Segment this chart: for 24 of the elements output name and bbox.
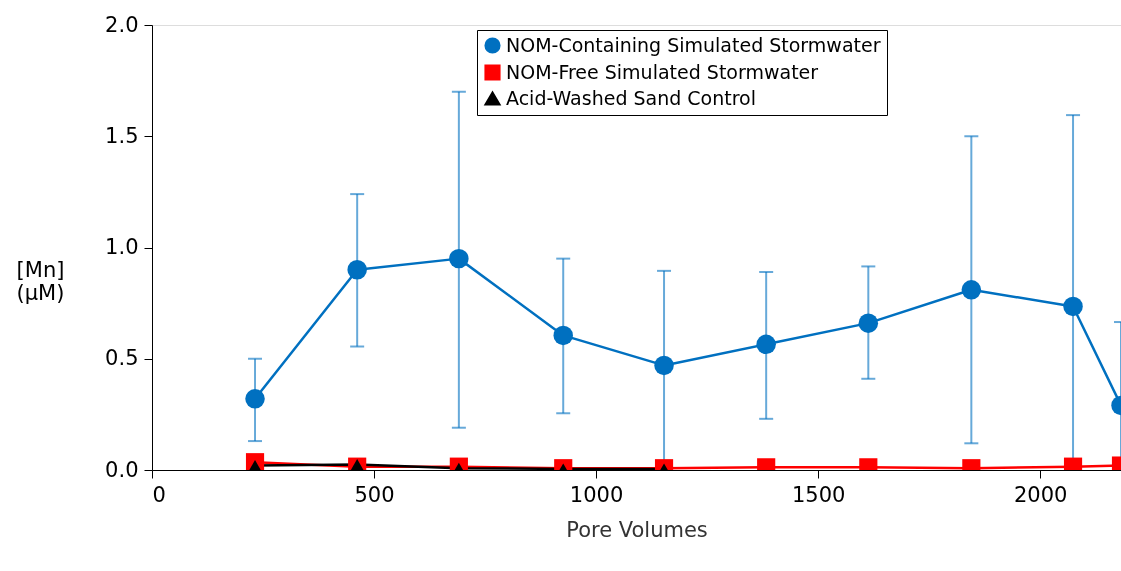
point (756, 334, 776, 355)
y-tick-label: 2.0 (105, 12, 139, 37)
point (449, 248, 469, 269)
y-tick-label: 1.0 (105, 235, 139, 259)
point (1063, 296, 1083, 317)
point (654, 355, 674, 376)
point (347, 260, 367, 280)
x-tick-label: 0 (152, 482, 166, 507)
legend-label: NOM-Containing Simulated Stormwater (506, 33, 881, 56)
y-tick-label: 1.5 (105, 123, 139, 148)
point (553, 325, 573, 346)
point (961, 280, 982, 300)
y-axis-title: [Mn] (µM) (16, 257, 65, 305)
x-tick-label: 1500 (791, 482, 846, 507)
legend-label: Acid-Washed Sand Control (506, 86, 757, 109)
x-axis-title: Pore Volumes (566, 517, 708, 542)
x-tick-label: 2000 (1013, 482, 1068, 507)
y-tick-label: 0.5 (105, 346, 139, 371)
x-tick-label: 1000 (569, 482, 624, 507)
x-tick-label: 500 (354, 482, 395, 507)
legend-label: NOM-Free Simulated Stormwater (506, 60, 819, 83)
point (858, 313, 879, 333)
y-tick-label: 0.0 (105, 457, 139, 482)
point (245, 389, 265, 409)
